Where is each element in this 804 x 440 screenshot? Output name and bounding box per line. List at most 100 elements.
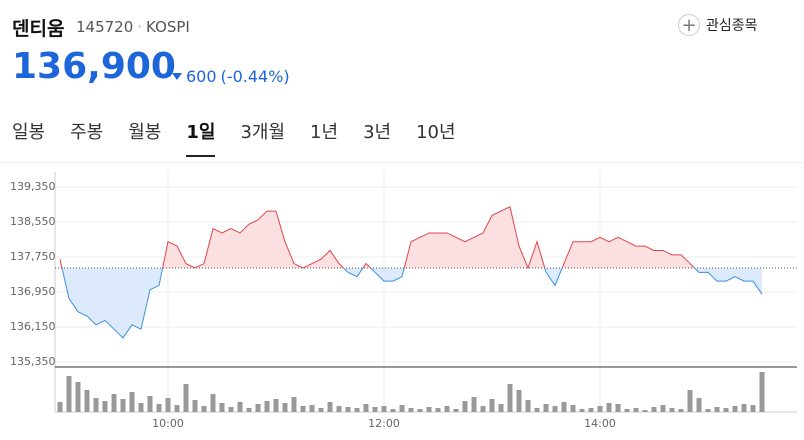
y-tick-label: 137,750	[10, 250, 56, 263]
period-tab[interactable]: 1일	[186, 118, 216, 157]
y-tick-label: 135,350	[10, 355, 56, 368]
volume-bar	[120, 399, 126, 412]
volume-bar	[219, 403, 225, 412]
volume-bar	[498, 404, 504, 412]
volume-bar	[192, 400, 198, 412]
y-tick-label: 139,350	[10, 180, 56, 193]
period-tabs: 일봉 주봉 월봉 1일 3개월 1년 3년 10년	[12, 118, 456, 157]
volume-bar	[111, 394, 117, 412]
period-tab[interactable]: 일봉	[12, 122, 46, 143]
volume-bar	[750, 405, 756, 412]
y-tick-label: 138,550	[10, 215, 56, 228]
volume-bar	[210, 394, 216, 412]
volume-bar	[165, 398, 171, 412]
period-tab[interactable]: 10년	[416, 122, 456, 143]
volume-bar	[759, 372, 765, 412]
volume-bar	[66, 376, 72, 412]
volume-bar	[462, 401, 468, 412]
period-tab[interactable]: 월봉	[128, 122, 162, 143]
volume-bar	[624, 409, 630, 412]
volume-bar	[732, 406, 738, 412]
price-area	[60, 206, 762, 338]
volume-bar	[156, 404, 162, 412]
volume-bar	[273, 399, 279, 412]
volume-bar	[489, 399, 495, 412]
volume-bar	[741, 404, 747, 412]
volume-bar	[228, 407, 234, 412]
volume-bar	[318, 408, 324, 412]
stock-meta: 145720 · KOSPI	[76, 18, 190, 36]
volume-bar	[480, 406, 486, 412]
x-tick-label: 14:00	[584, 417, 616, 430]
volume-bar	[57, 402, 63, 412]
period-tab[interactable]: 1년	[310, 122, 339, 143]
volume-bar	[129, 392, 135, 412]
volume-bar	[390, 409, 396, 412]
volume-bar	[327, 402, 333, 412]
volume-bar	[174, 405, 180, 412]
volume-bar	[642, 410, 648, 412]
volume-bar	[399, 405, 405, 412]
volume-bar	[552, 406, 558, 412]
volume-bar	[606, 403, 612, 412]
price-line	[59, 205, 763, 339]
volume-bar	[183, 384, 189, 412]
volume-bar	[75, 382, 81, 412]
period-tab[interactable]: 3개월	[240, 122, 286, 143]
volume-bar	[246, 408, 252, 412]
volume-bar	[363, 404, 369, 412]
volume-bar	[336, 406, 342, 412]
divider	[0, 162, 804, 163]
volume-bar	[138, 403, 144, 412]
market: KOSPI	[146, 18, 190, 36]
change-percent: (-0.44%)	[220, 67, 290, 86]
period-tab[interactable]: 주봉	[70, 122, 104, 143]
watch-button[interactable]: + 관심종목	[678, 14, 758, 36]
volume-bar	[534, 408, 540, 412]
volume-bar	[300, 406, 306, 412]
volume-bar	[588, 408, 594, 412]
volume-bar	[426, 407, 432, 412]
volume-bar	[561, 402, 567, 412]
change: 600 (-0.44%)	[172, 67, 290, 86]
volume-bar	[309, 405, 315, 412]
volume-bar	[444, 406, 450, 412]
volume-bar	[255, 404, 261, 412]
volume-bar	[525, 400, 531, 412]
volume-bar	[723, 408, 729, 412]
volume-bar	[282, 403, 288, 412]
volume-bar	[507, 384, 513, 412]
volume-bar	[687, 390, 693, 412]
volume-bar	[147, 396, 153, 412]
y-tick-label: 136,950	[10, 285, 56, 298]
down-arrow	[172, 72, 182, 80]
period-tab[interactable]: 3년	[363, 122, 392, 143]
stock-name: 덴티움	[12, 18, 65, 40]
volume-bar	[408, 408, 414, 412]
watch-label: 관심종목	[706, 18, 758, 34]
volume-bar	[201, 406, 207, 412]
volume-bar	[696, 398, 702, 412]
volume-bar	[543, 404, 549, 412]
volume-bar	[417, 409, 423, 412]
volume-bar	[669, 408, 675, 412]
volume-bar	[651, 407, 657, 412]
y-tick-label: 136,150	[10, 320, 56, 333]
x-tick-label: 12:00	[368, 417, 400, 430]
price: 136,900	[12, 46, 176, 87]
volume-bar	[678, 409, 684, 412]
volume-bar	[345, 407, 351, 412]
change-amount: 600	[186, 67, 217, 86]
x-tick-label: 10:00	[152, 417, 184, 430]
volume-bar	[597, 406, 603, 412]
volume-bar	[435, 408, 441, 412]
volume-bar	[93, 398, 99, 412]
volume-bar	[381, 406, 387, 412]
volume-bar	[714, 407, 720, 412]
volume-bar	[660, 405, 666, 412]
volume-bar	[570, 405, 576, 412]
volume-bar	[291, 397, 297, 412]
volume-bar	[354, 408, 360, 412]
